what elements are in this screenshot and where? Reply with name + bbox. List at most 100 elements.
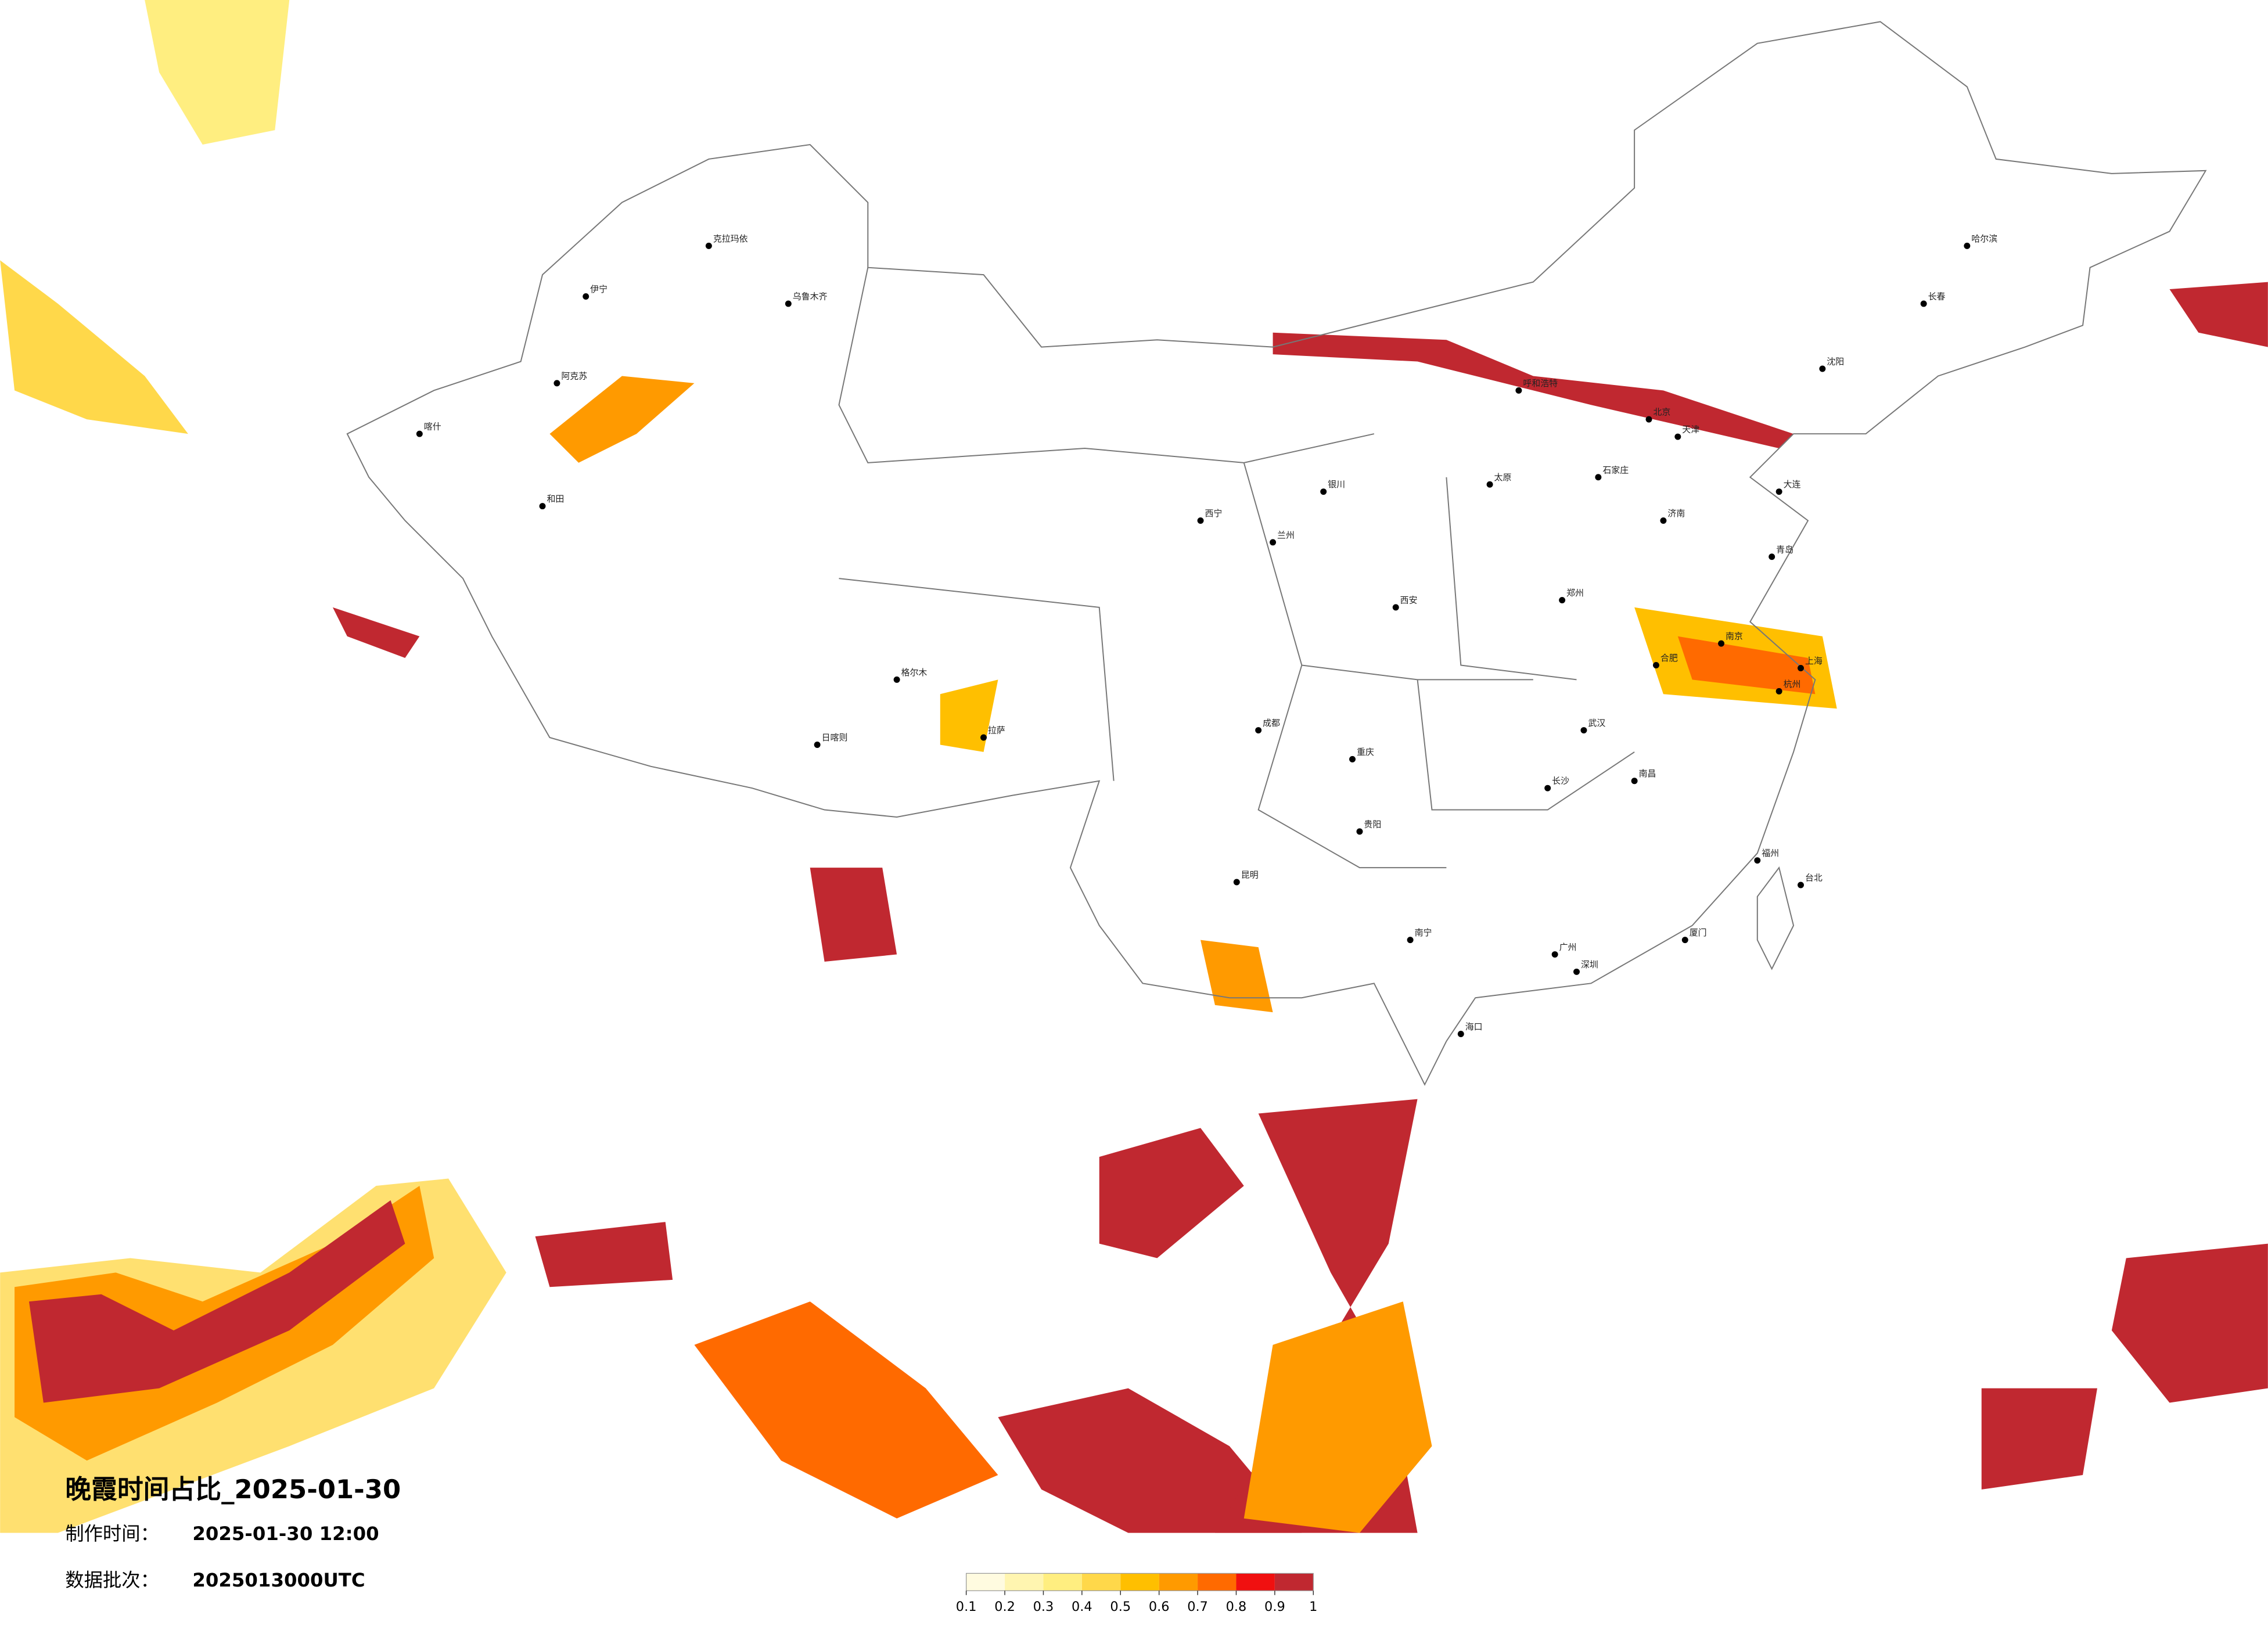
colorbar-box (1198, 1573, 1237, 1591)
city-dot (1681, 937, 1688, 944)
city-label: 青岛 (1776, 544, 1793, 555)
city-label: 武汉 (1588, 718, 1605, 728)
made-time-label: 制作时间： (65, 1523, 159, 1545)
city-label: 银川 (1328, 479, 1345, 490)
city-dot (1964, 242, 1971, 249)
city-label: 呼和浩特 (1523, 378, 1558, 388)
city-label: 和田 (547, 494, 564, 504)
city-dot (1631, 778, 1638, 785)
city-label: 兰州 (1277, 530, 1295, 540)
city-label: 昆明 (1241, 870, 1259, 880)
city-label: 南昌 (1639, 768, 1656, 779)
city-label: 乌鲁木齐 (793, 291, 828, 301)
colorbar-box (1274, 1573, 1314, 1591)
city-dot (1652, 662, 1659, 668)
colorbar-box (1159, 1573, 1198, 1591)
city-label: 广州 (1559, 942, 1577, 952)
city-label: 北京 (1653, 407, 1670, 418)
city-label: 海口 (1465, 1021, 1483, 1032)
city-dot (1920, 300, 1927, 307)
city-dot (1769, 553, 1775, 560)
city-dot (980, 734, 987, 741)
city-label: 阿克苏 (561, 370, 587, 381)
city-dot (1798, 882, 1804, 888)
city-dot (583, 293, 590, 300)
city-label: 长沙 (1552, 776, 1569, 786)
city-dot (1660, 517, 1667, 524)
city-dot (1486, 481, 1493, 488)
colorbar-tick-label: 0.5 (1110, 1599, 1131, 1614)
city-label: 太原 (1494, 472, 1512, 483)
city-dot (416, 430, 423, 437)
colorbar-box (1081, 1573, 1121, 1591)
city-label: 重庆 (1357, 747, 1374, 757)
city-label: 克拉玛依 (713, 233, 748, 244)
city-dot (785, 300, 792, 307)
colorbar-tick-label: 0.2 (994, 1599, 1015, 1614)
city-dot (1559, 596, 1566, 603)
city-dot (1580, 727, 1587, 734)
map-title: 晚霞时间占比_2025-01-30 (65, 1474, 401, 1505)
city-label: 喀什 (424, 422, 441, 432)
city-dot (1544, 785, 1551, 792)
city-label: 济南 (1667, 508, 1685, 519)
city-dot (1573, 968, 1580, 975)
batch-value: 2025013000UTC (192, 1569, 365, 1591)
city-dot (1798, 665, 1804, 671)
colorbar-frame (966, 1573, 1314, 1591)
city-dot (1645, 416, 1652, 423)
city-dot (1775, 488, 1782, 495)
colorbar-box (1005, 1573, 1044, 1591)
city-label: 伊宁 (590, 284, 608, 294)
city-label: 格尔木 (901, 667, 928, 678)
city-dot (553, 380, 560, 387)
colorbar-tick-label: 0.6 (1149, 1599, 1170, 1614)
colorbar-tick-label: 0.7 (1187, 1599, 1208, 1614)
heat-blobs (0, 0, 2268, 1533)
colorbar-box (1120, 1573, 1159, 1591)
made-time-value: 2025-01-30 12:00 (192, 1523, 379, 1545)
city-dot (1754, 857, 1761, 864)
city-dot (814, 741, 821, 748)
city-label: 天津 (1682, 425, 1699, 435)
city-label: 贵阳 (1364, 819, 1381, 829)
city-label: 西宁 (1205, 508, 1223, 519)
city-label: 沈阳 (1827, 357, 1844, 367)
colorbar-tick-label: 1 (1309, 1599, 1317, 1614)
batch-label: 数据批次： (65, 1569, 159, 1591)
city-label: 福州 (1762, 848, 1779, 858)
city-label: 大连 (1784, 479, 1801, 490)
city-label: 石家庄 (1602, 465, 1629, 475)
city-dot (539, 503, 546, 510)
city-dot (1674, 433, 1681, 440)
colorbar-tick-label: 0.8 (1226, 1599, 1247, 1614)
city-dot (1718, 640, 1725, 647)
colorbar-box (1236, 1573, 1275, 1591)
colorbar-tick-label: 0.3 (1033, 1599, 1054, 1614)
city-dot (1255, 727, 1262, 734)
city-dot (1233, 879, 1240, 886)
city-dot (1819, 365, 1826, 372)
city-label: 郑州 (1566, 588, 1584, 598)
city-label: 长春 (1928, 291, 1946, 301)
colorbar-box (1043, 1573, 1082, 1591)
city-dot (1270, 539, 1277, 546)
city-label: 杭州 (1784, 679, 1801, 689)
city-dot (1320, 488, 1327, 495)
city-dot (1457, 1031, 1464, 1037)
city-dot (705, 242, 712, 249)
city-dot (893, 676, 900, 683)
city-label: 厦门 (1690, 927, 1707, 938)
colorbar-tick-label: 0.4 (1072, 1599, 1092, 1614)
city-dot (1595, 474, 1602, 481)
city-dot (1356, 828, 1363, 835)
city-dot (1551, 951, 1558, 958)
city-label: 深圳 (1581, 959, 1598, 970)
city-dot (1197, 517, 1204, 524)
city-dot (1407, 937, 1414, 944)
colorbar: 0.1 0.2 0.3 0.4 0.5 0.6 0.7 0.8 0.9 1 (956, 1573, 1317, 1614)
city-dot (1349, 756, 1356, 762)
city-label: 日喀则 (822, 732, 848, 743)
